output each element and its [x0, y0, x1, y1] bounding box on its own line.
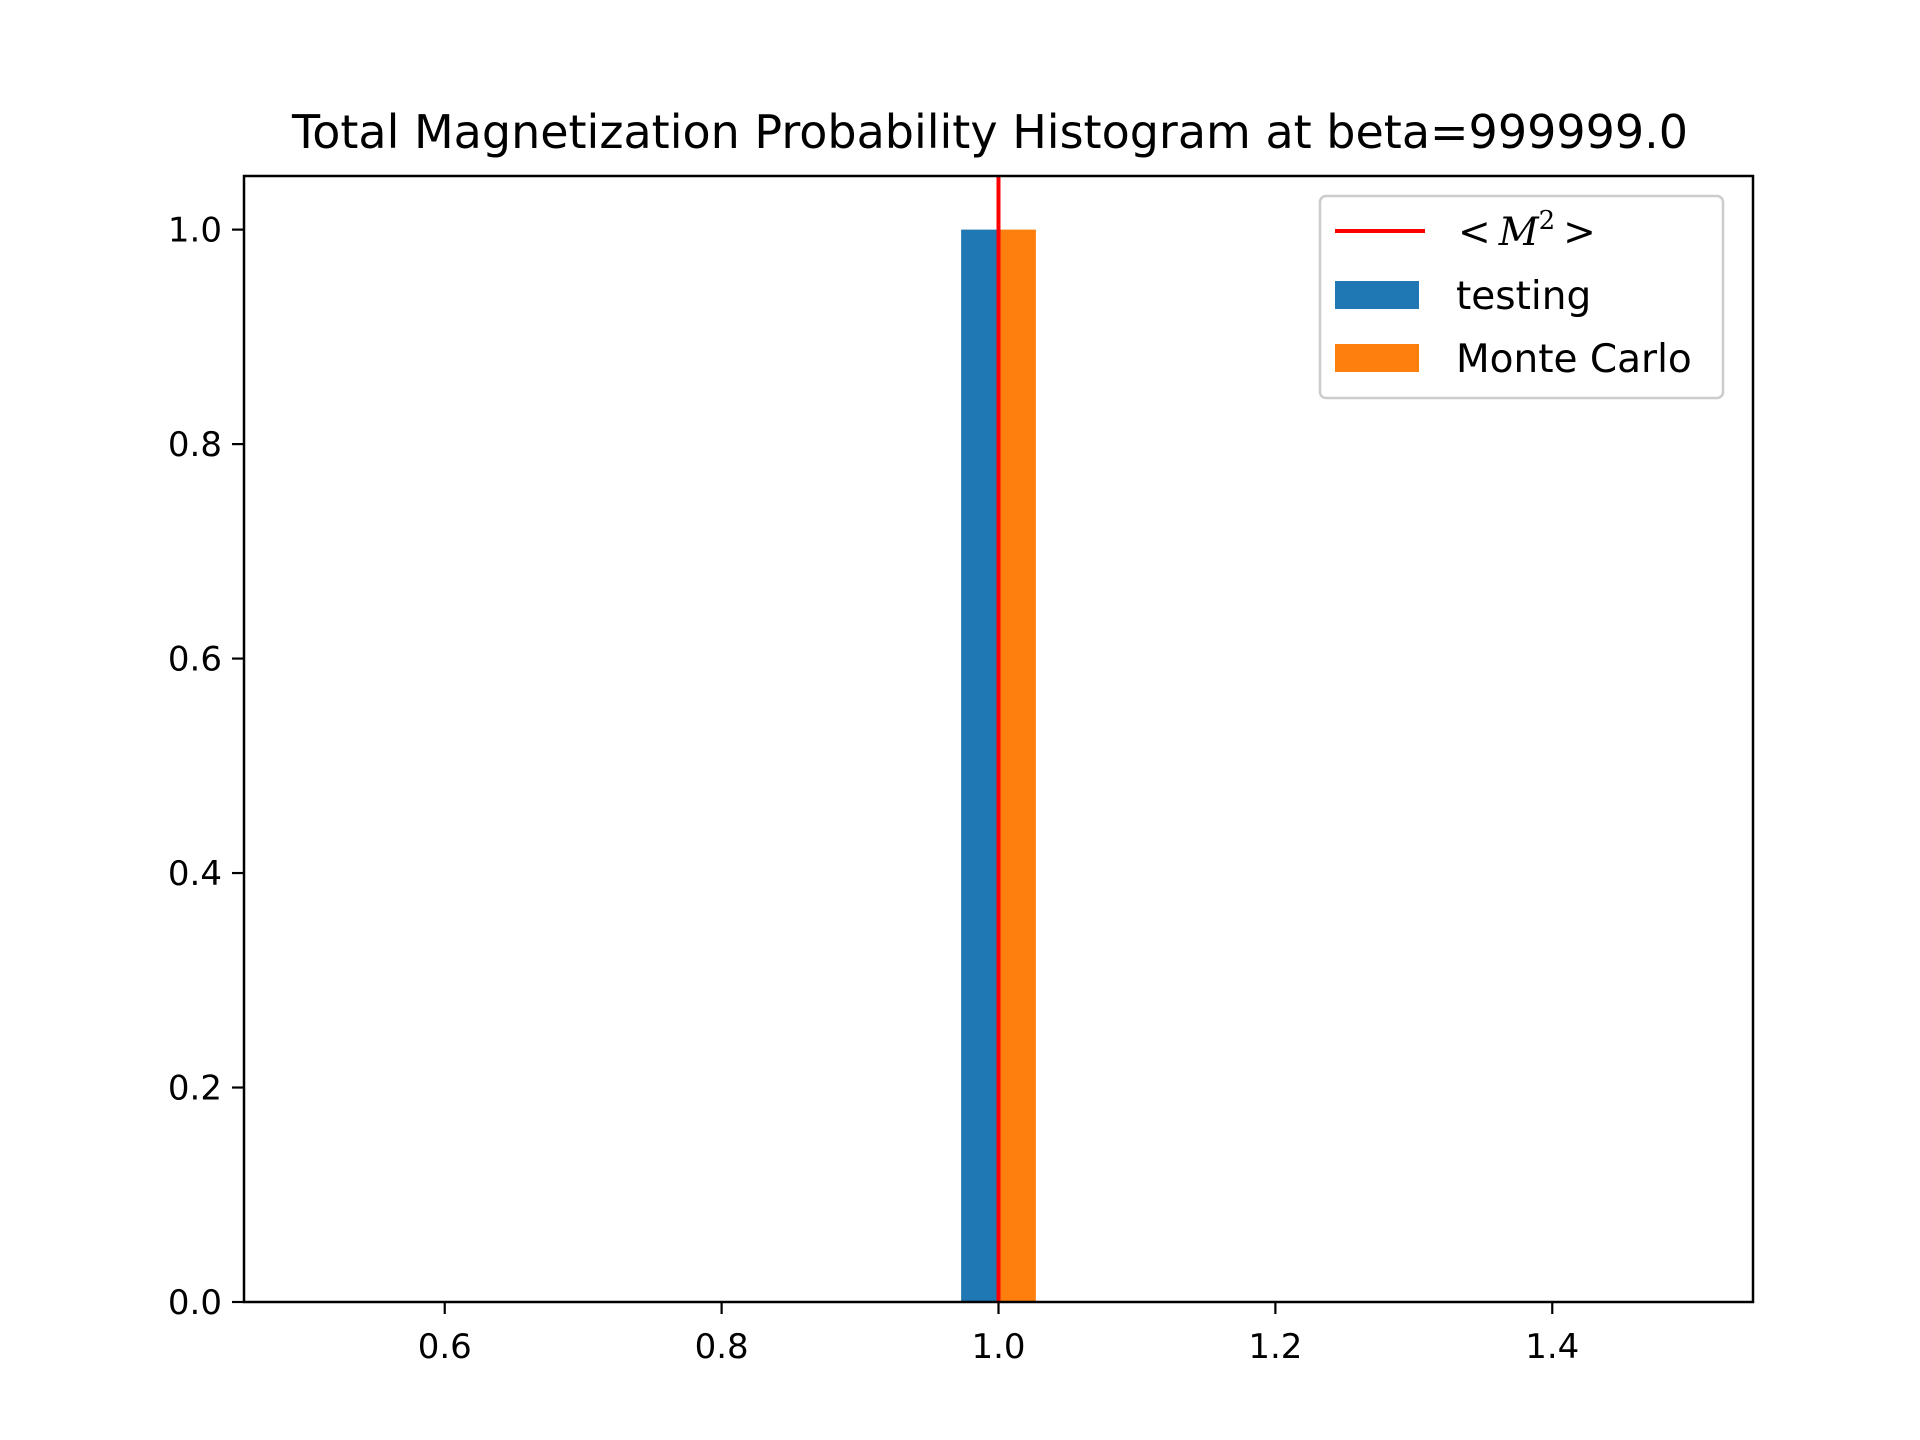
- legend-swatch-testing: [1335, 281, 1419, 309]
- bar-testing: [961, 229, 999, 1303]
- y-tick-label: 0.6: [168, 640, 222, 680]
- y-tick-label: 0.2: [168, 1069, 222, 1109]
- x-tick-label: 1.0: [971, 1327, 1025, 1367]
- legend-box: [1318, 194, 1725, 400]
- x-tick-label: 1.4: [1525, 1327, 1579, 1367]
- legend-mean-line-label: < M2 >: [1458, 206, 1596, 255]
- x-tick-label: 1.2: [1248, 1327, 1302, 1367]
- x-tick-label: 0.6: [418, 1327, 472, 1367]
- y-tick-label: 1.0: [168, 211, 222, 251]
- y-tick-label: 0.8: [168, 425, 222, 465]
- legend: < M2 > testing Monte Carlo: [1318, 194, 1725, 400]
- bars-group: [961, 229, 1036, 1303]
- y-tick-label: 0.4: [168, 854, 222, 894]
- legend-swatch-monte-carlo: [1335, 344, 1419, 372]
- x-tick-label: 0.8: [695, 1327, 749, 1367]
- legend-label-testing: testing: [1456, 274, 1591, 319]
- legend-label-monte-carlo: Monte Carlo: [1456, 337, 1692, 382]
- y-axis-ticks: 0.0 0.2 0.4 0.6 0.8 1.0: [168, 211, 244, 1323]
- y-tick-label: 0.0: [168, 1283, 222, 1323]
- x-axis-ticks: 0.6 0.8 1.0 1.2 1.4: [418, 1302, 1579, 1367]
- chart-title: Total Magnetization Probability Histogra…: [291, 105, 1688, 159]
- bar-monte-carlo: [998, 229, 1036, 1303]
